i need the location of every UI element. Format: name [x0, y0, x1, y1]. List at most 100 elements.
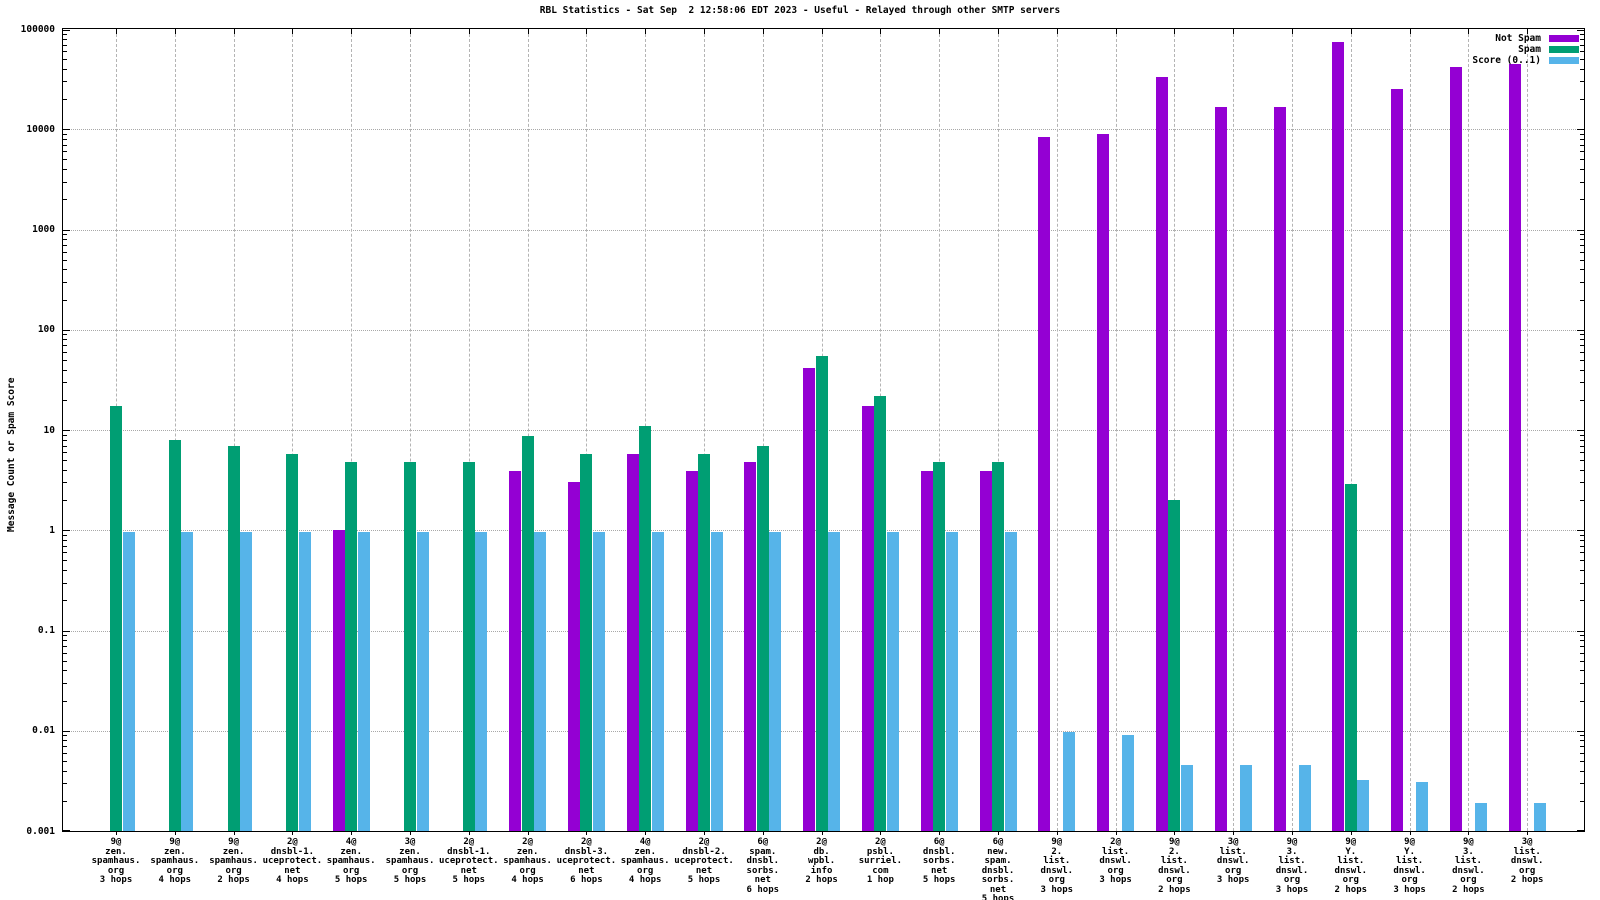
y-minor-tick	[63, 151, 67, 153]
y-minor-tick	[63, 33, 67, 35]
y-minor-tick	[63, 259, 67, 261]
y-minor-tick	[63, 181, 67, 183]
x-top-tick	[939, 29, 941, 34]
y-minor-tick	[63, 700, 67, 702]
x-bottom-tick	[939, 831, 941, 835]
y-major-tick	[63, 430, 70, 431]
bar-score-0-1	[181, 531, 194, 831]
y-minor-tick	[63, 59, 67, 61]
bar-spam	[462, 461, 475, 831]
y-minor-tick	[63, 600, 67, 602]
y-minor-tick	[63, 169, 67, 171]
y-minor-tick	[1580, 251, 1584, 253]
y-minor-tick	[63, 138, 67, 140]
y-major-tick	[63, 630, 70, 632]
x-tick-label: 9@ 3. list. dnswl. org 3 hops	[1275, 837, 1309, 895]
x-bottom-tick	[174, 831, 176, 835]
x-top-tick	[880, 29, 882, 34]
gridline-vertical	[704, 29, 705, 831]
y-minor-tick	[63, 439, 67, 441]
y-minor-tick	[1580, 482, 1584, 484]
x-tick-label: 6@ dnsbl. sorbs. net 5 hops	[922, 837, 956, 885]
legend-swatch-not-spam	[1549, 35, 1579, 42]
bar-score-0-1	[828, 531, 841, 831]
x-bottom-tick	[1292, 831, 1293, 835]
bar-score-0-1	[1357, 780, 1370, 831]
y-minor-tick	[63, 635, 67, 637]
y-major-tick	[1577, 129, 1584, 131]
y-minor-tick	[1580, 783, 1584, 785]
y-major-tick	[63, 329, 70, 331]
y-minor-tick	[1580, 99, 1584, 101]
y-tick-label: 10	[43, 424, 55, 436]
x-tick-label: 2@ dnsbl-1. uceprotect. net 4 hops	[262, 837, 323, 885]
y-minor-tick	[1580, 452, 1584, 454]
y-minor-tick	[1580, 582, 1584, 584]
y-major-tick	[63, 730, 70, 732]
bar-not-spam	[1097, 134, 1110, 831]
x-top-tick	[586, 29, 588, 34]
y-minor-tick	[63, 38, 67, 40]
bar-score-0-1	[1122, 735, 1135, 831]
y-minor-tick	[1580, 351, 1584, 353]
x-top-tick	[174, 29, 176, 34]
y-minor-tick	[1580, 500, 1584, 502]
x-tick-label: 2@ dnsbl-2. uceprotect. net 5 hops	[674, 837, 734, 885]
x-bottom-tick	[410, 831, 411, 835]
y-minor-tick	[63, 382, 67, 384]
bar-spam	[110, 405, 122, 831]
bar-not-spam	[509, 470, 522, 831]
y-minor-tick	[63, 339, 67, 341]
chart-title: RBL Statistics - Sat Sep 2 12:58:06 EDT …	[539, 5, 1061, 16]
gridline-vertical	[410, 29, 411, 831]
bar-not-spam	[1273, 107, 1286, 831]
bar-not-spam	[920, 470, 933, 831]
y-minor-tick	[63, 359, 67, 361]
y-minor-tick	[1580, 138, 1584, 140]
y-major-tick	[1577, 630, 1584, 632]
y-minor-tick	[1580, 269, 1584, 271]
gridline-vertical	[468, 29, 470, 831]
gridline-vertical	[351, 29, 353, 831]
y-minor-tick	[63, 735, 67, 737]
y-minor-tick	[1580, 700, 1584, 702]
y-minor-tick	[1580, 339, 1584, 341]
y-minor-tick	[1580, 460, 1584, 462]
x-bottom-tick	[821, 831, 823, 835]
gridline-vertical	[1115, 29, 1117, 831]
bar-score-0-1	[769, 531, 782, 831]
y-minor-tick	[1580, 445, 1584, 447]
gridline-vertical	[1292, 29, 1293, 831]
x-tick-label: 2@ list. dnswl. org 3 hops	[1099, 837, 1132, 885]
bar-not-spam	[1508, 63, 1521, 831]
bar-score-0-1	[592, 531, 605, 831]
x-bottom-tick	[1409, 831, 1411, 835]
x-top-tick	[1233, 29, 1235, 34]
y-minor-tick	[63, 469, 67, 471]
y-major-tick	[63, 530, 70, 532]
y-minor-tick	[1580, 334, 1584, 336]
x-top-tick	[1350, 29, 1352, 34]
y-minor-tick	[63, 234, 67, 236]
x-tick-label: 9@ 3. list. dnswl. org 2 hops	[1452, 837, 1485, 895]
y-minor-tick	[63, 245, 67, 247]
y-minor-tick	[63, 582, 67, 584]
y-minor-tick	[63, 159, 67, 161]
y-minor-tick	[63, 345, 67, 347]
bar-not-spam	[744, 461, 757, 831]
bar-spam	[168, 439, 181, 831]
x-bottom-tick	[351, 831, 353, 835]
y-minor-tick	[1580, 770, 1584, 772]
y-minor-tick	[63, 740, 67, 742]
y-minor-tick	[63, 144, 67, 146]
gridline-vertical	[1527, 29, 1529, 831]
y-tick-label: 1	[49, 524, 55, 536]
gridline-vertical	[292, 29, 294, 831]
y-minor-tick	[63, 760, 67, 762]
bar-spam	[1344, 483, 1357, 831]
y-minor-tick	[63, 452, 67, 454]
x-top-tick	[410, 29, 411, 34]
y-minor-tick	[1580, 469, 1584, 471]
y-minor-tick	[1580, 68, 1584, 70]
bar-score-0-1	[710, 531, 723, 831]
